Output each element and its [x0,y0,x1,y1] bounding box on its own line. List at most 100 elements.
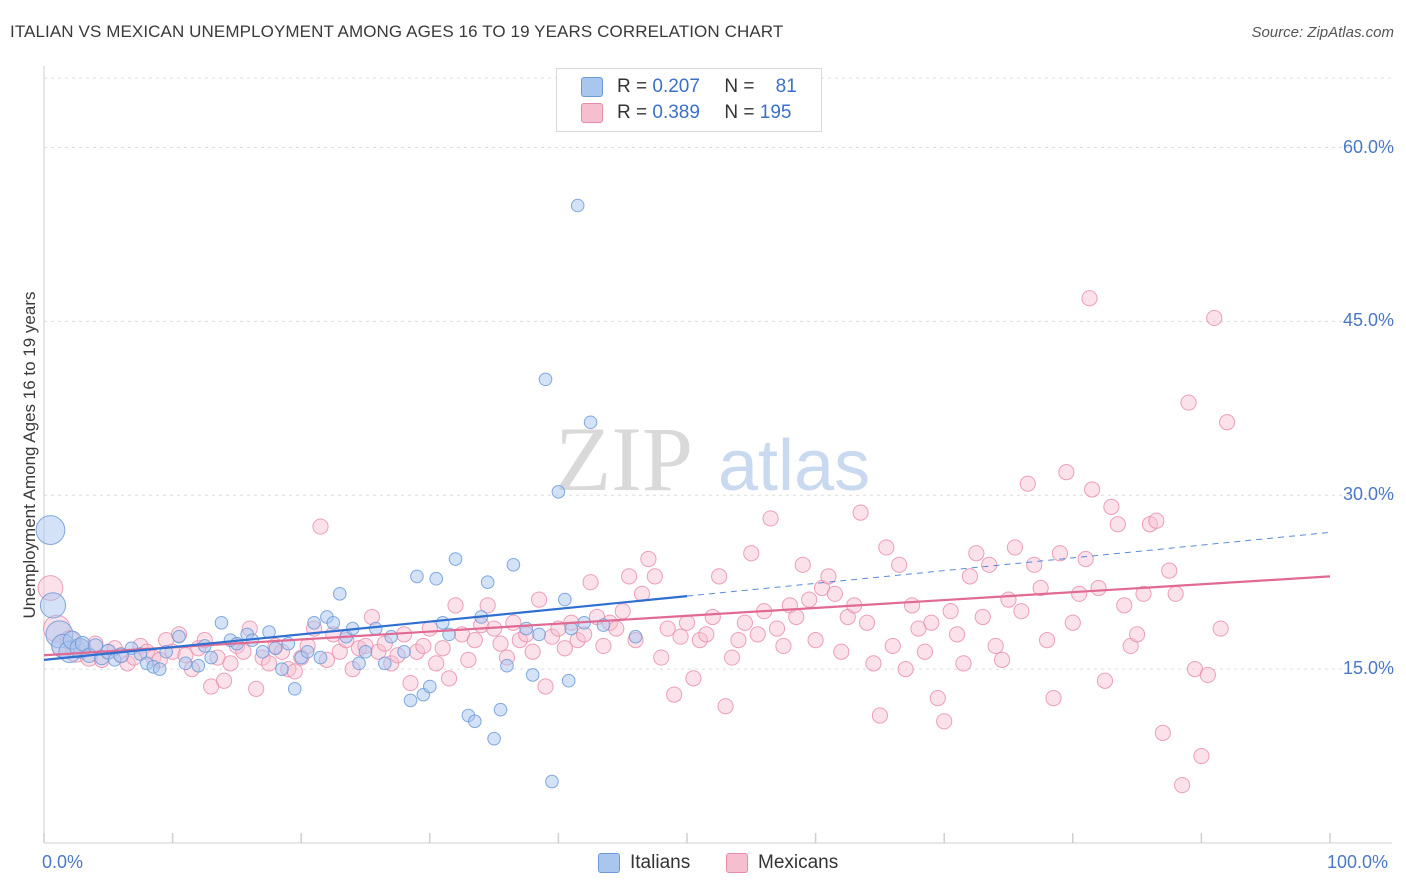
mexicans-point [1051,545,1069,562]
italians-point [487,731,501,746]
mexicans-n-value: 195 [759,102,792,123]
italians-point [493,702,508,717]
mexicans-trend-line [43,575,1331,657]
mexicans-point [743,545,760,562]
mexicans-point [749,626,766,643]
italians-point [352,656,366,671]
italians-legend-label: Italians [630,852,691,873]
mexicans-point [595,637,612,655]
mexicans-point [460,651,477,668]
mexicans-point [434,640,451,657]
mexicans-point [884,637,901,655]
italians-point [287,682,302,696]
italians-points [35,198,643,789]
mexicans-point [923,614,940,631]
mexicans-point [286,663,303,680]
mexicans-point [440,670,458,687]
mexicans-point [698,626,715,643]
mexicans-point [1064,614,1081,631]
mexicans-point [961,568,979,585]
axes [43,66,1392,844]
mexicans-point [826,585,843,602]
mexicans-point [730,632,747,649]
bottom-legend-mexicans: Mexicans [726,852,838,874]
mexicans-point [1090,579,1107,597]
italians-point [558,592,572,607]
mexicans-point [878,539,895,556]
mexicans-point [1199,666,1216,684]
italians-n-label: N = [724,76,755,97]
mexicans-point [788,608,805,626]
mexicans-point [1081,290,1098,307]
italians-point [300,644,315,659]
mexicans-point [685,670,702,687]
mexicans-point [402,674,419,692]
mexicans-points [37,290,1236,794]
italians-point [570,198,585,213]
mexicans-point [1026,556,1043,573]
mexicans-point [974,608,991,626]
mexicans-point [222,655,239,672]
mexicans-point [248,680,265,697]
watermark-zip: ZIP [555,408,693,510]
watermark-atlas: atlas [718,426,870,506]
mexicans-point [421,620,438,637]
mexicans-point [1071,585,1088,602]
italians-point [532,627,546,642]
mexicans-point [807,632,824,649]
italians-point [583,415,598,430]
mexicans-point [1148,512,1165,529]
mexicans-point [711,568,728,585]
italians-point [384,629,399,644]
mexicans-point [891,556,908,573]
mexicans-point [466,632,483,649]
mexicans-point [1045,690,1062,707]
mexicans-point [505,614,522,631]
mexicans-point [865,655,882,672]
mexicans-r-label: R = [617,102,648,123]
italians-point [448,552,463,566]
italians-point [468,714,482,729]
mexicans-point [524,643,541,660]
italians-point [313,650,328,665]
mexicans-swatch [581,103,603,123]
italians-point [326,615,341,630]
mexicans-point [1219,414,1236,431]
italians-point [377,656,392,671]
mexicans-point [1109,516,1126,533]
mexicans-point [1180,394,1197,411]
mexicans-point [723,649,741,666]
italians-point [628,629,643,644]
mexicans-point [215,672,233,689]
mexicans-point [659,620,676,637]
italians-point [214,615,229,630]
mexicans-point [704,608,721,626]
mexicans-point [556,640,573,657]
mexicans-point [653,649,670,666]
italians-legend-swatch [598,853,620,873]
italians-point [403,693,418,708]
italians-point [358,644,373,659]
italians-point [191,658,206,673]
italians-point [368,621,383,636]
mexicans-point [1167,585,1184,602]
mexicans-point [762,510,779,527]
mexicans-point [666,686,683,703]
mexicans-point [531,591,548,608]
mexicans-point [916,643,934,660]
italians-point [423,679,437,694]
mexicans-point [871,707,889,724]
mexicans-point [614,603,631,620]
italians-point [39,592,67,619]
legend: R = 0.207 N = 81 R = 0.389 N = 195 [556,68,822,132]
italians-point [506,558,521,572]
italians-point [410,569,424,584]
mexicans-n-label: N = [724,102,755,123]
mexicans-point [678,614,696,631]
mexicans-point [608,620,625,637]
mexicans-point [833,643,850,660]
mexicans-point [1206,309,1223,327]
mexicans-point [820,568,837,585]
mexicans-point [936,713,953,730]
